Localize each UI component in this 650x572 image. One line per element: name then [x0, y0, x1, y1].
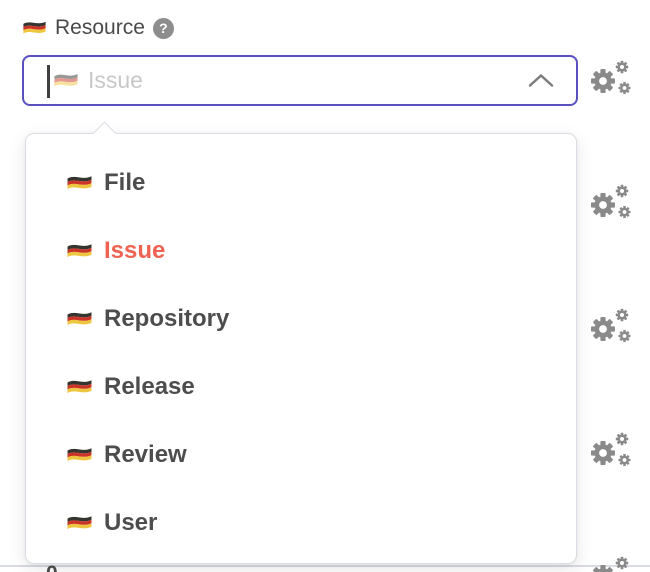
german-flag-icon [66, 512, 93, 534]
german-flag-icon [66, 308, 93, 330]
option-label: Release [104, 373, 195, 400]
select-placeholder: Issue [88, 67, 143, 93]
background-partial-text: 0 [46, 563, 58, 572]
option-label: User [104, 509, 158, 536]
text-cursor [47, 65, 50, 98]
gears-icon [590, 182, 634, 222]
background-divider [0, 565, 650, 567]
option-label: File [104, 169, 146, 196]
chevron-up-icon[interactable] [528, 73, 554, 88]
gears-icon [590, 430, 634, 470]
select-value: Issue [53, 57, 143, 104]
field-settings-button[interactable] [590, 58, 634, 98]
german-flag-icon [66, 240, 93, 262]
gears-icon [590, 306, 634, 346]
option-label: Repository [104, 305, 230, 332]
resource-select[interactable]: Issue [22, 55, 578, 106]
option-release[interactable]: Release [26, 353, 576, 421]
field-settings-button[interactable] [590, 430, 634, 470]
german-flag-icon [66, 172, 93, 194]
option-label: Review [104, 441, 187, 468]
field-settings-button[interactable] [590, 306, 634, 346]
gears-icon [590, 58, 634, 98]
option-issue[interactable]: Issue [26, 217, 576, 285]
resource-dropdown-menu: File Issue Repository Release Review Use… [25, 121, 577, 564]
option-file[interactable]: File [26, 149, 576, 217]
german-flag-icon [66, 376, 93, 398]
german-flag-icon [22, 18, 47, 38]
german-flag-icon [53, 70, 79, 91]
help-icon[interactable]: ? [152, 17, 174, 39]
option-label: Issue [104, 237, 166, 264]
option-review[interactable]: Review [26, 421, 576, 489]
field-label-row: Resource ? [22, 16, 174, 40]
gears-icon [590, 554, 634, 572]
option-repository[interactable]: Repository [26, 285, 576, 353]
option-user[interactable]: User [26, 489, 576, 557]
option-list: File Issue Repository Release Review Use… [26, 134, 576, 557]
field-settings-button[interactable] [590, 182, 634, 222]
german-flag-icon [66, 444, 93, 466]
field-label: Resource [55, 16, 145, 39]
field-settings-button[interactable] [590, 554, 634, 572]
